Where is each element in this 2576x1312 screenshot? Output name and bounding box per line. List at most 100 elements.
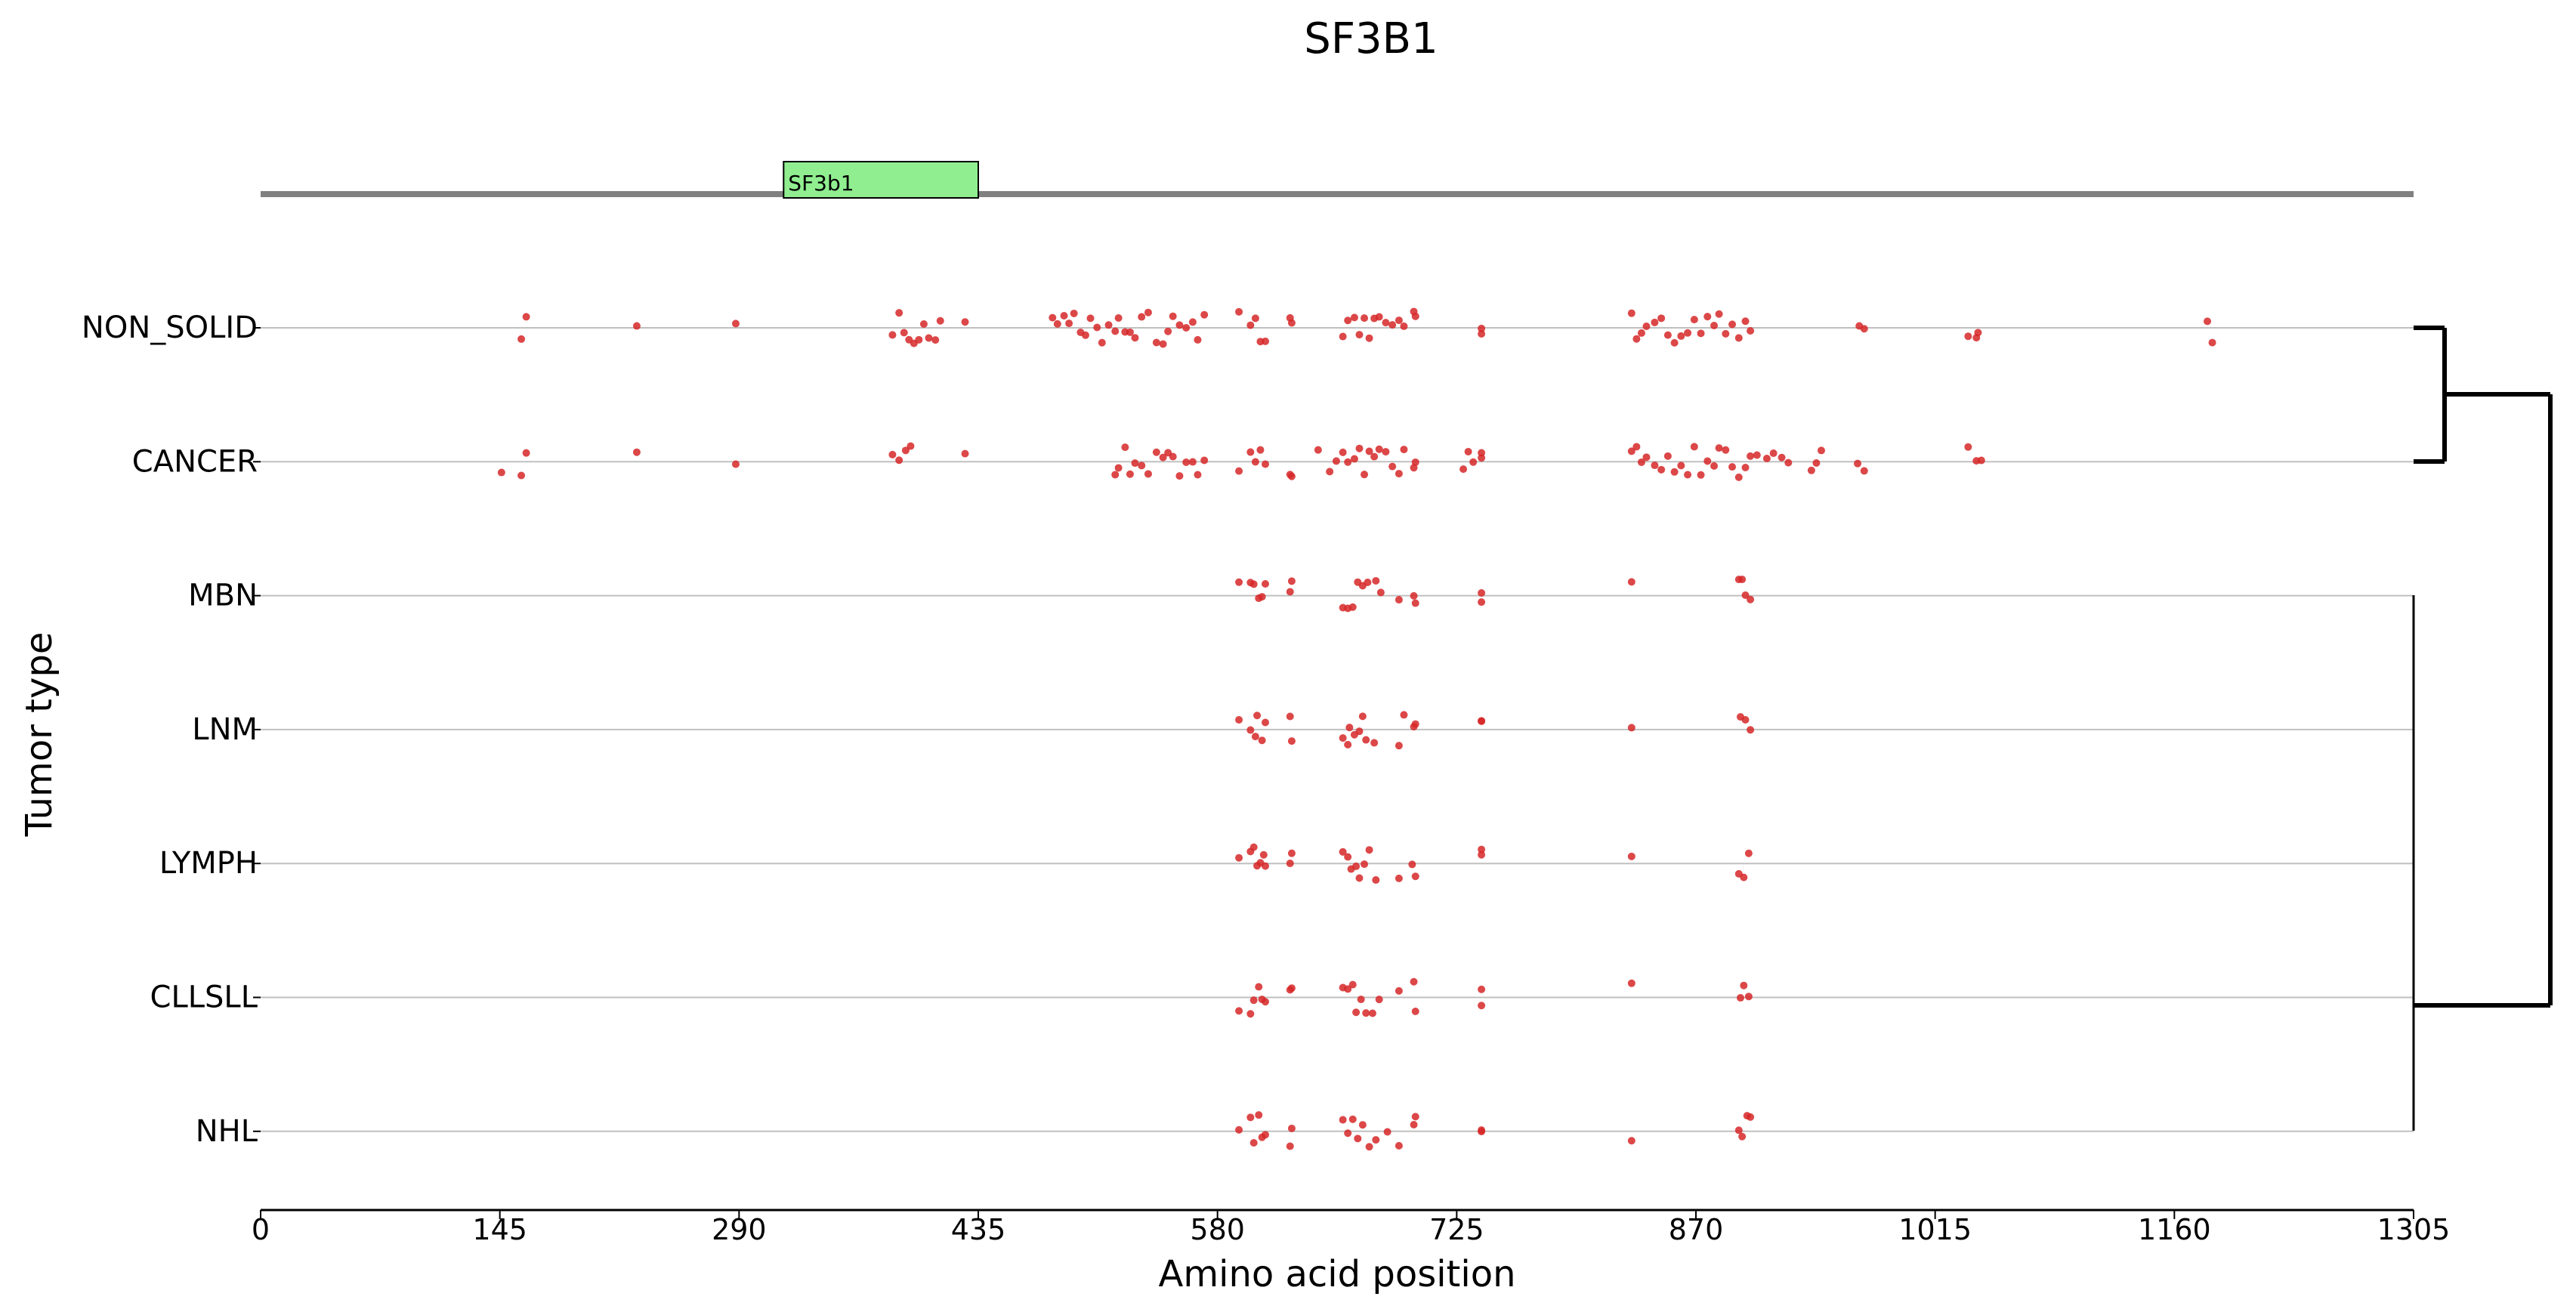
mutation-point-nhl-8 (1339, 1116, 1347, 1124)
mutation-point-lnm-5 (1262, 718, 1269, 727)
mutation-point-cancer-72 (1734, 473, 1743, 481)
mutation-point-non-solid-34 (1159, 340, 1167, 348)
mutation-point-lymph-18 (1408, 860, 1416, 869)
mutation-point-nhl-11 (1354, 1134, 1362, 1143)
mutation-point-lymph-21 (1478, 845, 1486, 854)
mutation-point-cllsll-22 (1736, 994, 1744, 1002)
mutation-point-cancer-77 (1769, 449, 1778, 458)
mutation-point-cancer-80 (1807, 466, 1815, 474)
mutation-point-nhl-20 (1478, 1126, 1486, 1134)
mutation-point-cancer-42 (1370, 452, 1379, 461)
mutation-point-cancer-51 (1464, 447, 1472, 455)
mutation-point-cancer-33 (1314, 446, 1322, 454)
mutation-point-cancer-23 (1188, 458, 1197, 466)
mutation-point-mbn-10 (1348, 603, 1357, 611)
mutation-point-cancer-79 (1784, 458, 1793, 467)
mutation-point-non-solid-63 (1478, 330, 1486, 338)
mutation-point-non-solid-36 (1169, 312, 1177, 320)
mutation-point-cllsll-7 (1287, 984, 1296, 992)
mutation-point-mbn-17 (1410, 591, 1418, 600)
mutation-point-non-solid-82 (1734, 334, 1743, 342)
mutation-point-cancer-39 (1355, 444, 1364, 452)
mutation-points (497, 307, 2216, 1151)
mutation-point-lnm-22 (1627, 724, 1635, 732)
mutation-point-mbn-13 (1364, 578, 1372, 586)
mutation-point-nhl-10 (1348, 1115, 1357, 1123)
mutation-point-lymph-6 (1262, 862, 1269, 870)
mutation-point-cllsll-23 (1740, 981, 1748, 989)
mutation-point-cancer-63 (1677, 462, 1685, 470)
mutation-point-mbn-2 (1249, 580, 1258, 588)
mutation-point-cancer-75 (1753, 451, 1761, 459)
x-tick-label-1160: 1160 (2138, 1213, 2211, 1246)
mutation-point-non-solid-86 (1860, 325, 1868, 333)
y-tick-label-lymph: LYMPH (159, 846, 258, 881)
mutation-point-cllsll-17 (1410, 977, 1418, 986)
mutation-point-nhl-9 (1344, 1129, 1352, 1138)
mutation-point-cancer-28 (1251, 458, 1259, 466)
mutation-point-cllsll-15 (1375, 996, 1383, 1004)
mutation-point-non-solid-52 (1355, 331, 1364, 339)
mutation-point-cllsll-0 (1235, 1007, 1243, 1015)
mutation-point-non-solid-21 (1081, 331, 1089, 339)
mutation-point-non-solid-24 (1098, 338, 1106, 347)
mutation-point-nhl-0 (1235, 1125, 1243, 1134)
x-tick-label-290: 290 (712, 1213, 767, 1246)
mutation-point-cancer-35 (1332, 457, 1340, 465)
chart-title: SF3B1 (1304, 14, 1438, 63)
mutation-point-cllsll-16 (1395, 986, 1403, 995)
mutation-point-cancer-11 (1114, 464, 1123, 472)
mutation-point-cllsll-2 (1249, 996, 1258, 1005)
mutation-point-non-solid-9 (915, 335, 923, 344)
mutation-point-non-solid-23 (1093, 323, 1101, 332)
mutation-point-lnm-25 (1747, 726, 1755, 734)
x-tick-label-725: 725 (1429, 1213, 1484, 1246)
y-axis-label: Tumor type (18, 632, 60, 838)
mutation-point-cancer-13 (1126, 470, 1134, 478)
mutation-point-cllsll-14 (1368, 1009, 1376, 1017)
mutation-point-nhl-23 (1738, 1132, 1747, 1141)
mutation-point-cancer-10 (1111, 471, 1120, 479)
mutation-point-nhl-7 (1287, 1124, 1296, 1132)
mutation-point-lnm-19 (1411, 720, 1419, 728)
mutation-point-cancer-2 (522, 449, 530, 457)
mutation-point-non-solid-16 (1053, 320, 1061, 328)
mutation-point-lymph-14 (1361, 860, 1369, 869)
mutation-point-non-solid-74 (1684, 329, 1692, 337)
mutation-point-nhl-13 (1365, 1143, 1373, 1151)
y-tick-label-cancer: CANCER (132, 444, 258, 479)
mutation-point-nhl-17 (1410, 1120, 1418, 1128)
mutation-point-lnm-13 (1358, 712, 1367, 721)
mutation-point-non-solid-43 (1246, 321, 1255, 329)
mutation-point-nhl-22 (1734, 1126, 1743, 1134)
mutation-point-non-solid-50 (1344, 316, 1352, 325)
mutation-point-non-solid-33 (1152, 338, 1160, 347)
mutation-point-non-solid-80 (1722, 329, 1730, 338)
mutation-point-non-solid-31 (1138, 313, 1146, 321)
mutation-point-nhl-25 (1747, 1113, 1755, 1121)
mutation-point-lnm-4 (1258, 736, 1266, 745)
mutation-point-non-solid-56 (1375, 313, 1383, 321)
mutation-point-non-solid-89 (1974, 329, 1982, 337)
mutation-point-cllsll-13 (1362, 1009, 1370, 1017)
mutation-point-non-solid-49 (1339, 332, 1347, 341)
mutation-point-cancer-60 (1657, 465, 1666, 474)
mutation-point-cancer-59 (1651, 462, 1659, 470)
mutation-point-lnm-8 (1339, 734, 1347, 742)
mutation-point-lymph-24 (1740, 873, 1748, 881)
mutation-point-cancer-73 (1741, 464, 1750, 472)
mutation-point-cancer-83 (1854, 459, 1862, 468)
mutation-point-lymph-2 (1249, 843, 1258, 851)
mutation-point-non-solid-60 (1400, 322, 1408, 330)
mutation-point-non-solid-57 (1382, 319, 1390, 327)
mutation-point-cllsll-18 (1411, 1007, 1419, 1015)
mutation-point-cllsll-5 (1262, 998, 1269, 1006)
mutation-point-cancer-56 (1632, 443, 1641, 451)
mutation-point-cancer-20 (1169, 452, 1177, 461)
mutation-point-non-solid-39 (1188, 318, 1197, 326)
mutation-point-non-solid-22 (1086, 314, 1095, 323)
mutation-point-lnm-15 (1370, 739, 1379, 747)
mutation-point-cancer-55 (1627, 447, 1635, 455)
mutation-point-lymph-22 (1627, 852, 1635, 860)
